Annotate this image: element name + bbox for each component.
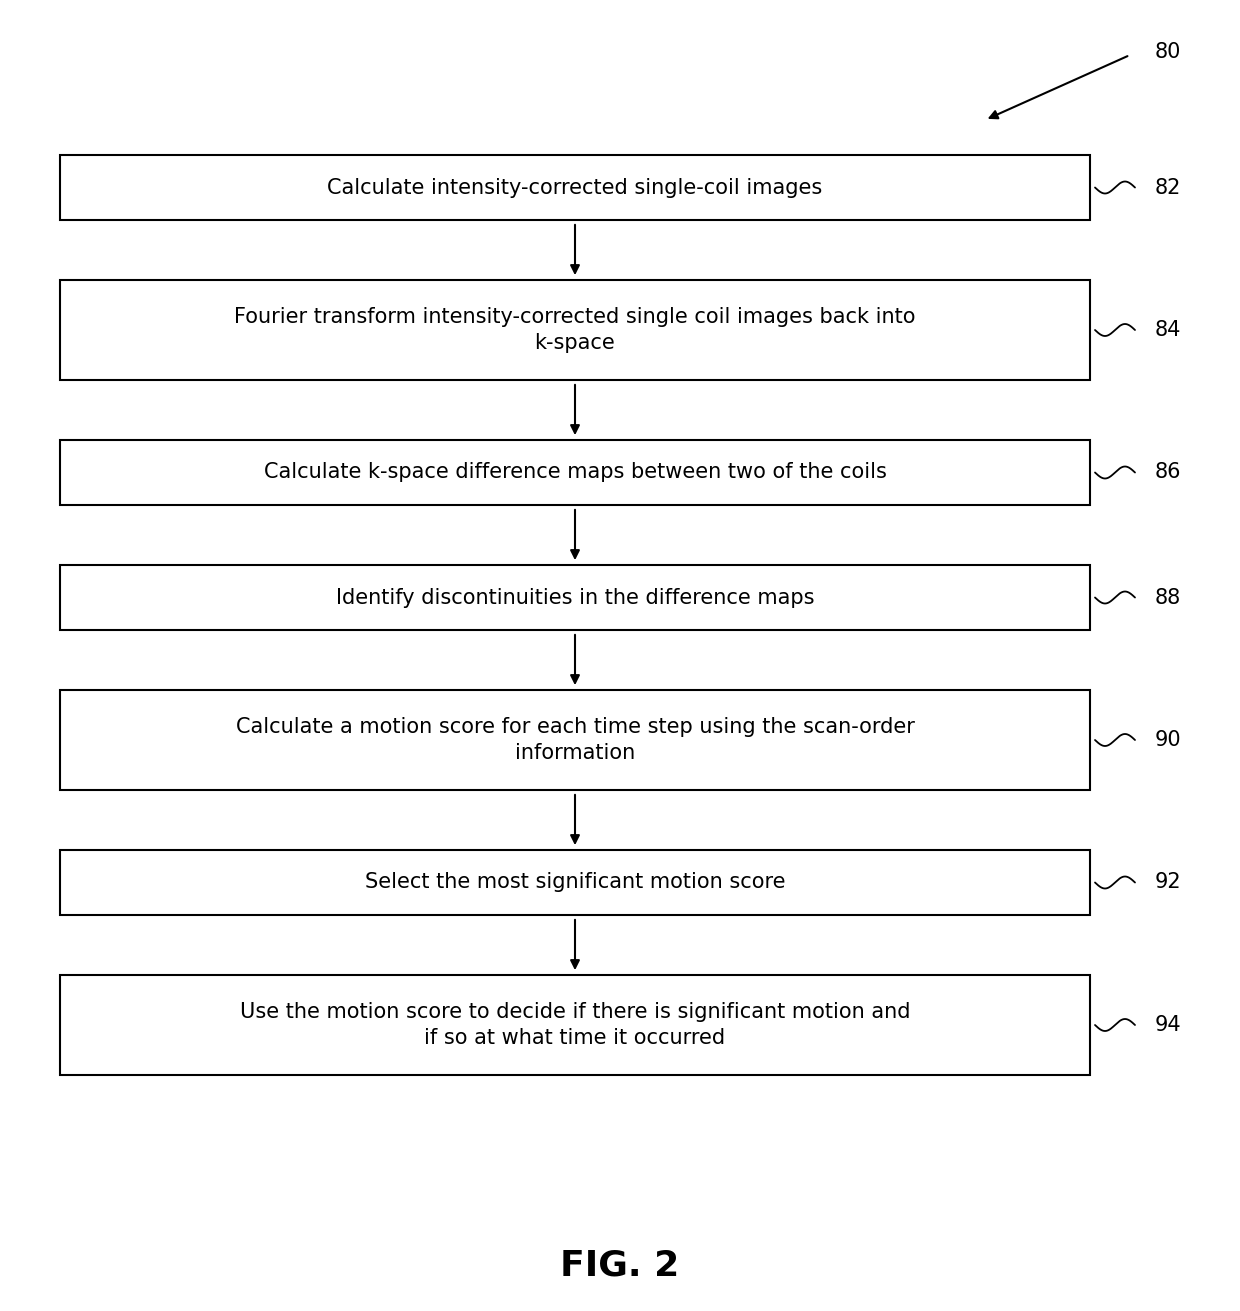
- Text: 84: 84: [1154, 320, 1182, 340]
- Text: 92: 92: [1154, 873, 1182, 893]
- Text: Calculate k-space difference maps between two of the coils: Calculate k-space difference maps betwee…: [264, 463, 887, 482]
- Text: 82: 82: [1154, 177, 1182, 198]
- Text: 86: 86: [1154, 463, 1182, 482]
- Text: Calculate a motion score for each time step using the scan-order
information: Calculate a motion score for each time s…: [236, 717, 914, 763]
- Text: Fourier transform intensity-corrected single coil images back into
k-space: Fourier transform intensity-corrected si…: [234, 307, 916, 353]
- Bar: [60, 690, 1090, 791]
- Text: Select the most significant motion score: Select the most significant motion score: [365, 873, 785, 893]
- Bar: [60, 565, 1090, 631]
- Bar: [60, 850, 1090, 915]
- Text: FIG. 2: FIG. 2: [560, 1248, 680, 1282]
- Bar: [60, 975, 1090, 1075]
- Bar: [60, 155, 1090, 220]
- Text: 80: 80: [1154, 42, 1182, 62]
- Text: 94: 94: [1154, 1015, 1182, 1034]
- Text: Identify discontinuities in the difference maps: Identify discontinuities in the differen…: [336, 587, 815, 607]
- Bar: [60, 281, 1090, 380]
- Text: Calculate intensity-corrected single-coil images: Calculate intensity-corrected single-coi…: [327, 177, 822, 198]
- Text: 88: 88: [1154, 587, 1182, 607]
- Bar: [60, 440, 1090, 505]
- Text: Use the motion score to decide if there is significant motion and
if so at what : Use the motion score to decide if there …: [239, 1002, 910, 1049]
- Text: 90: 90: [1154, 730, 1182, 750]
